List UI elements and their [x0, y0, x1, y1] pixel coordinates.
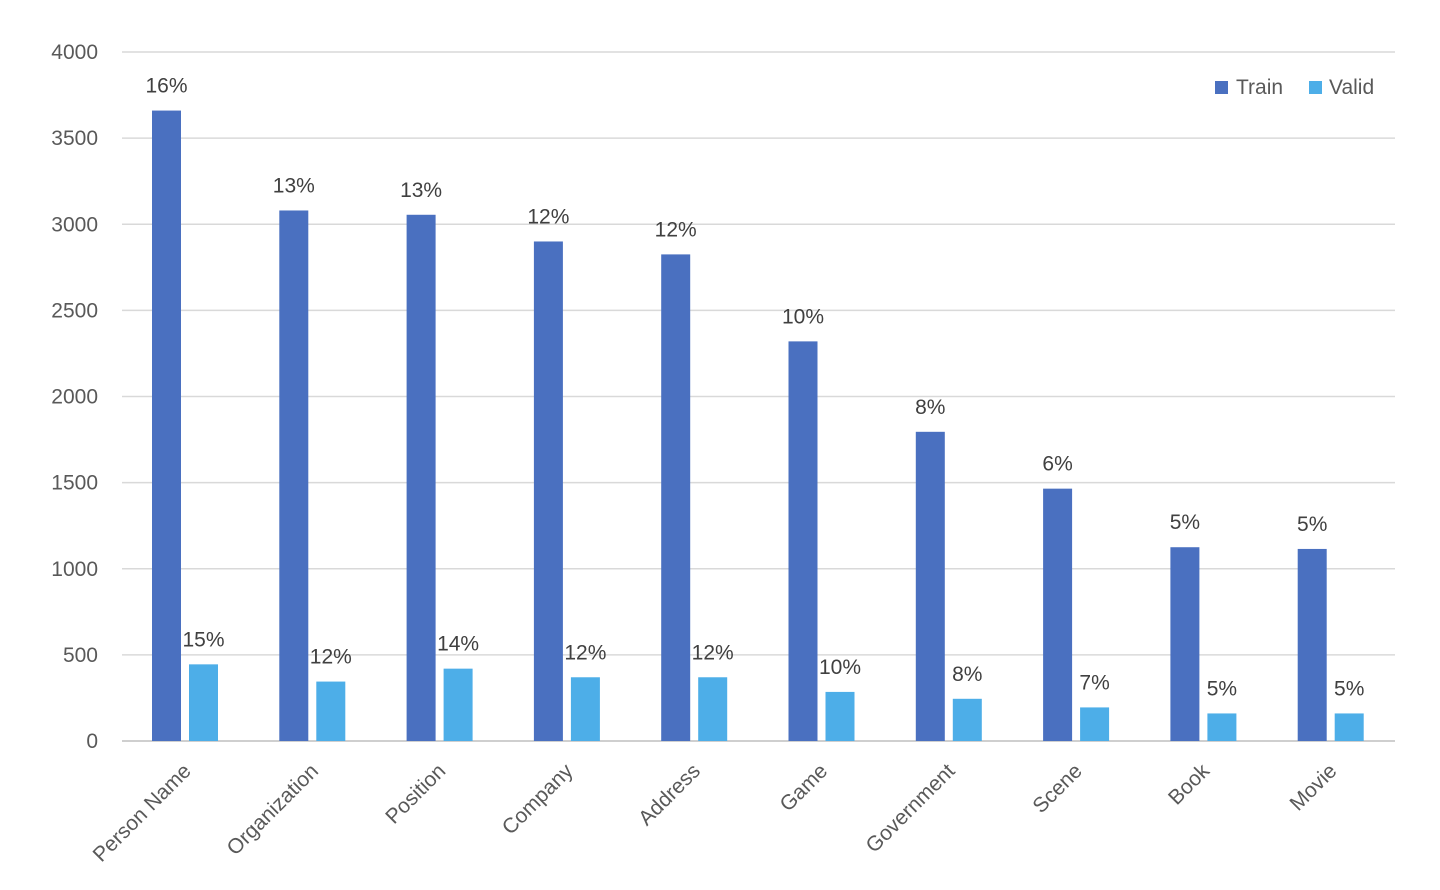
data-label-train: 13%	[273, 174, 315, 197]
y-tick-label: 500	[63, 644, 98, 667]
data-labels: 16% 13% 13% 12% 12% 10% 8% 6% 5% 5% 15% 12% 14% 12% 12…	[145, 75, 1364, 701]
data-label-valid: 12%	[692, 641, 734, 664]
bar-train	[406, 214, 436, 741]
bar-valid	[1334, 713, 1364, 741]
bar-valid	[1080, 707, 1110, 741]
category-label: Movie	[1286, 759, 1342, 815]
bar-train	[1170, 547, 1200, 741]
gridlines	[122, 51, 1395, 742]
bar-valid	[825, 691, 855, 741]
data-label-valid: 10%	[819, 656, 861, 679]
legend-swatch-train	[1215, 81, 1228, 94]
bar-train	[1043, 488, 1073, 741]
bar-train	[152, 110, 181, 741]
y-tick-label: 2500	[51, 299, 98, 322]
bar-train	[915, 431, 945, 741]
bar-valid	[189, 664, 218, 741]
category-label: Scene	[1028, 759, 1086, 817]
legend-label-train: Train	[1236, 76, 1283, 99]
bar-train	[279, 210, 309, 742]
data-label-train: 5%	[1297, 513, 1327, 536]
legend-swatch-valid	[1309, 81, 1322, 94]
category-label: Organization	[223, 759, 323, 859]
y-axis-tick-labels: 0 500 1000 1500 2000 2500 3000 3500 4000	[51, 41, 98, 753]
data-label-train: 10%	[782, 305, 824, 328]
bar-valid	[443, 668, 473, 741]
bar-train	[1297, 548, 1327, 741]
data-label-valid: 14%	[437, 633, 479, 656]
data-label-valid: 5%	[1207, 677, 1237, 700]
y-tick-label: 1500	[51, 472, 98, 495]
legend: Train Valid	[1215, 76, 1374, 99]
y-tick-label: 3500	[51, 127, 98, 150]
bar-valid	[570, 677, 600, 741]
y-tick-label: 2000	[51, 386, 98, 409]
bar-valid	[316, 681, 346, 741]
category-label: Position	[381, 759, 450, 828]
category-label: Game	[776, 759, 833, 816]
y-tick-label: 3000	[51, 213, 98, 236]
data-label-train: 12%	[655, 218, 697, 241]
data-label-valid: 12%	[564, 641, 606, 664]
data-label-train: 8%	[915, 396, 945, 419]
bar-train	[533, 241, 563, 741]
bar-train	[788, 341, 818, 741]
category-label: Address	[634, 759, 705, 830]
data-label-valid: 5%	[1334, 677, 1364, 700]
y-tick-label: 4000	[51, 41, 98, 64]
bars	[152, 110, 1364, 742]
legend-label-valid: Valid	[1329, 76, 1374, 99]
data-label-valid: 12%	[310, 646, 352, 669]
bar-valid	[1207, 713, 1237, 741]
category-label: Person Name	[89, 759, 196, 866]
data-label-valid: 8%	[952, 663, 982, 686]
data-label-valid: 15%	[182, 628, 224, 651]
bar-valid	[952, 698, 982, 741]
bar-valid	[698, 677, 728, 741]
data-label-train: 16%	[145, 75, 187, 98]
category-label: Company	[498, 759, 578, 839]
bar-train	[661, 254, 691, 742]
data-label-train: 6%	[1042, 453, 1072, 476]
y-tick-label: 1000	[51, 558, 98, 581]
category-label: Book	[1164, 759, 1214, 809]
data-label-train: 5%	[1170, 511, 1200, 534]
category-label: Government	[862, 759, 960, 857]
data-label-train: 12%	[527, 205, 569, 228]
data-label-train: 13%	[400, 179, 442, 202]
data-label-valid: 7%	[1079, 671, 1109, 694]
x-axis-category-labels: Person Name Organization Position Company Ad…	[89, 759, 1342, 866]
y-tick-label: 0	[86, 730, 98, 753]
